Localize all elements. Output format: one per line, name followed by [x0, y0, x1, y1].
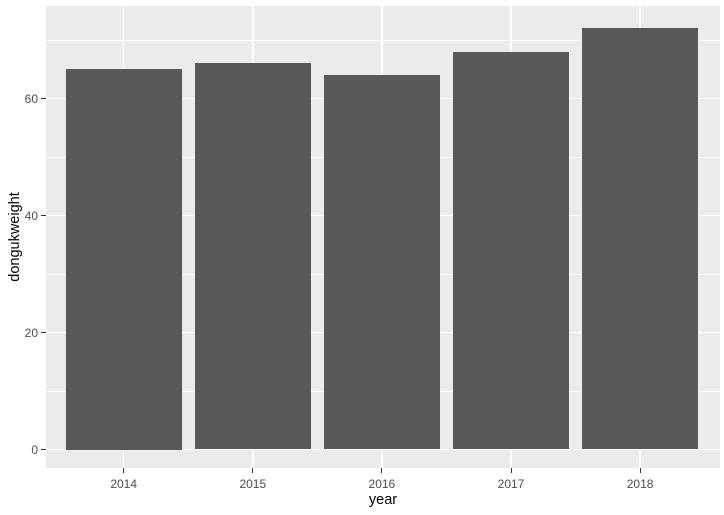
x-tick-label: 2014	[110, 477, 138, 491]
y-axis-title: dongukweight	[7, 192, 23, 282]
y-tick-label: 0	[31, 442, 38, 457]
gridline-y-minor	[46, 39, 720, 41]
gridline-y-major	[46, 448, 720, 451]
y-tick-label: 40	[24, 208, 38, 223]
x-axis-title: year	[368, 492, 398, 508]
x-tick-label: 2016	[368, 477, 396, 491]
y-tick-mark	[41, 215, 46, 216]
y-tick-mark	[41, 449, 46, 450]
y-tick-mark	[41, 332, 46, 333]
bar-2017	[453, 51, 569, 450]
x-tick-mark	[510, 468, 512, 473]
x-tick-mark	[252, 468, 254, 473]
y-tick-label: 60	[24, 91, 38, 106]
bar-2016	[323, 75, 440, 450]
x-tick-mark	[639, 468, 641, 473]
bar-2015	[194, 63, 311, 450]
x-tick-mark	[381, 468, 383, 473]
x-tick-label: 2017	[497, 477, 525, 491]
x-tick-label: 2015	[239, 477, 267, 491]
x-tick-mark	[123, 468, 125, 473]
x-tick-label: 2018	[626, 477, 654, 491]
bar-2018	[582, 28, 699, 450]
plot-panel	[46, 6, 720, 468]
bar-2014	[65, 69, 182, 450]
y-tick-label: 20	[24, 325, 38, 340]
y-tick-mark	[41, 98, 46, 99]
